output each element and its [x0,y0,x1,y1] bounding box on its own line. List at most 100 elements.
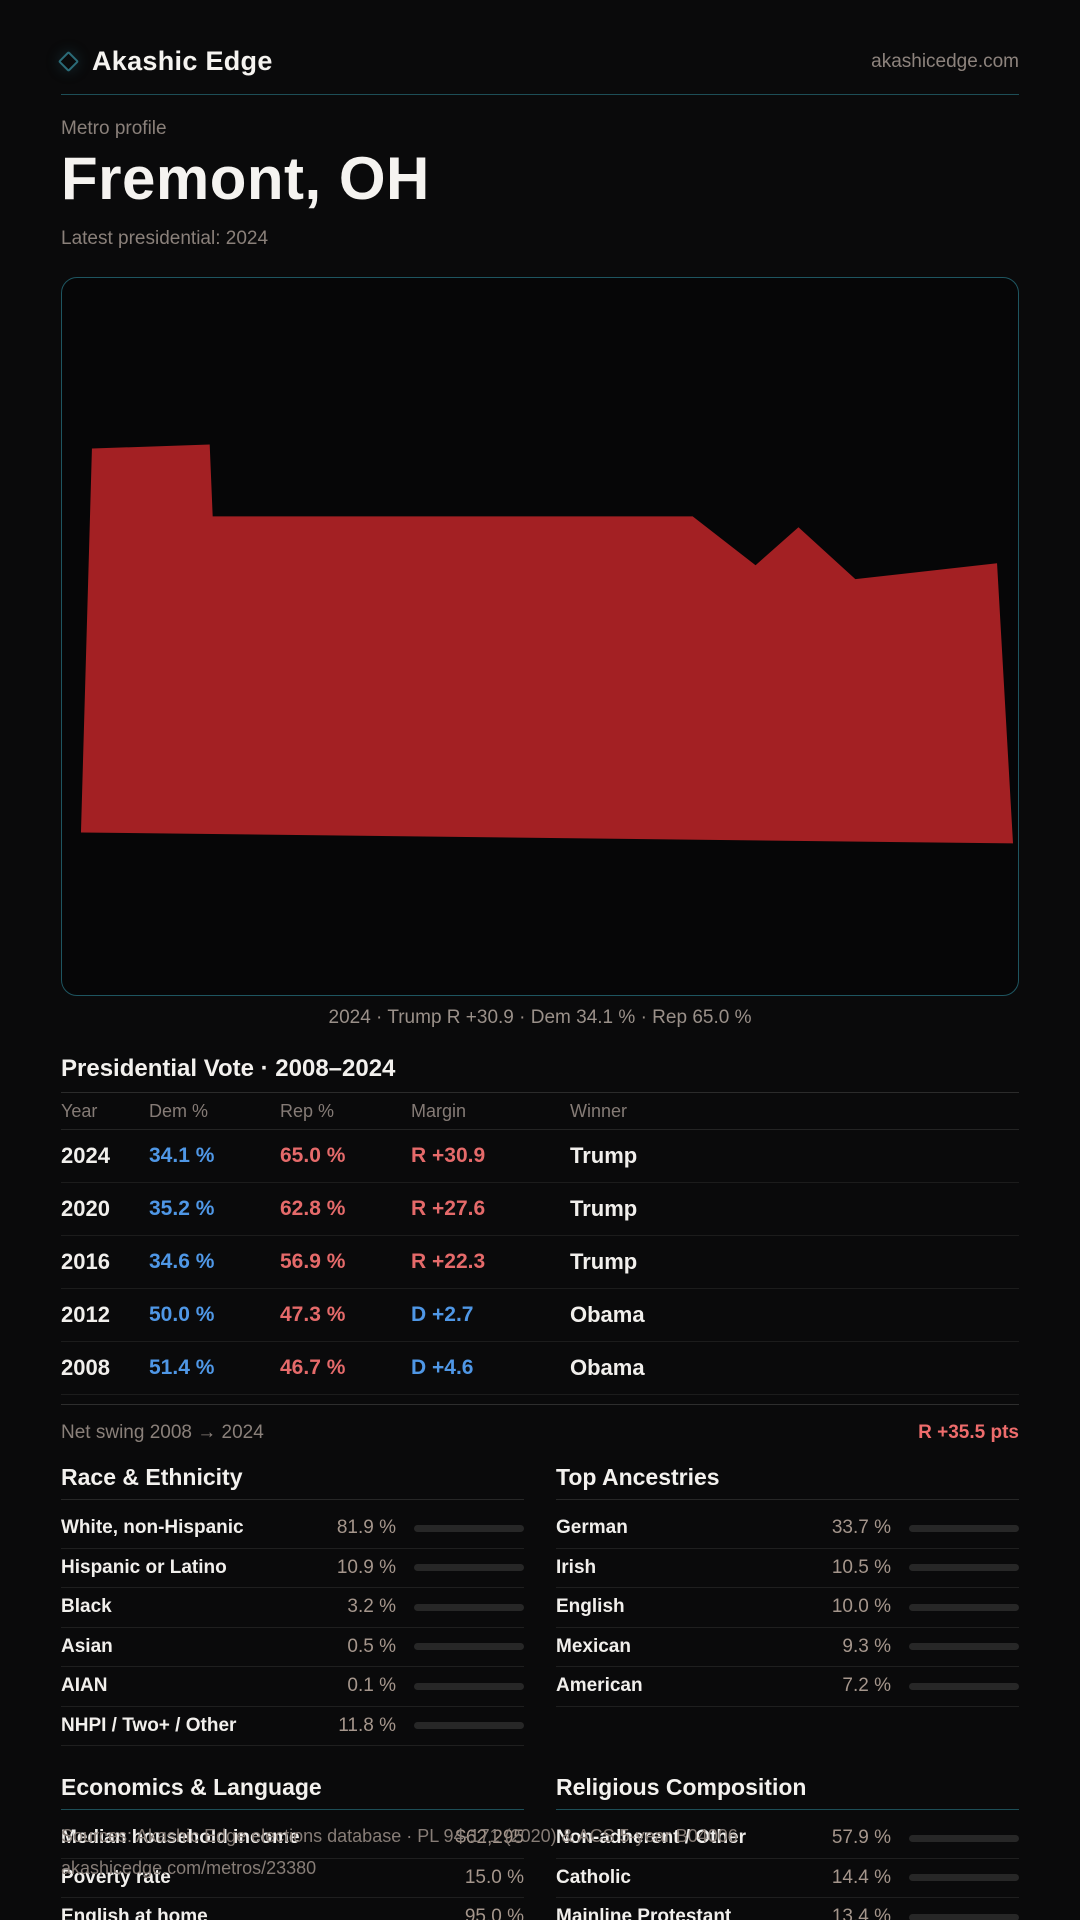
cell-margin: R +27.6 [411,1197,486,1220]
cell-margin: D +2.7 [411,1303,474,1326]
stat-label: Non-adherent / Other [556,1827,747,1849]
stat-bar-track [414,1564,524,1572]
stat-bar-track [909,1524,1019,1532]
stat-label: NHPI / Two+ / Other [61,1714,237,1736]
vote-table-row: 2012 50.0 % 47.3 % D +2.7 Obama [61,1289,1019,1342]
stat-row: American 7.2 % [556,1667,1019,1707]
vote-table-body: 2024 34.1 % 65.0 % R +30.9 Trump 2020 35… [61,1130,1019,1395]
cell-margin: R +22.3 [411,1250,486,1273]
cell-dem-pct: 35.2 % [149,1197,215,1220]
stat-value: 15.0 % [464,1866,524,1888]
vote-table-row: 2016 34.6 % 56.9 % R +22.3 Trump [61,1236,1019,1289]
stat-label: Irish [556,1556,597,1578]
stat-value: 10.5 % [831,1556,891,1578]
stat-label: Median household income [61,1827,300,1849]
cell-winner: Trump [570,1143,638,1168]
stat-bar-track [909,1834,1019,1842]
stat-label: Mainline Protestant [556,1906,732,1920]
stat-row: NHPI / Two+ / Other 11.8 % [61,1707,524,1746]
section-title: Economics & Language [61,1774,524,1810]
stat-label: White, non-Hispanic [61,1517,244,1539]
stat-value: 0.1 % [347,1675,396,1697]
net-swing-label: Net swing 2008 → 2024 [61,1422,264,1443]
cell-dem-pct: 51.4 % [149,1356,215,1379]
section-title: Top Ancestries [556,1464,1019,1500]
stat-row: Irish 10.5 % [556,1549,1019,1588]
net-swing-value: R +35.5 pts [918,1422,1019,1443]
diamond-logo-icon [57,50,80,73]
vote-table-title: Presidential Vote · 2008–2024 [61,1055,1019,1093]
page-title: Fremont, OH [61,145,430,212]
col-header-margin: Margin [411,1100,467,1121]
stat-bar-track [414,1524,524,1532]
stat-row: English at home 95.0 % [61,1898,524,1920]
cell-winner: Trump [570,1249,638,1274]
stat-value: 81.9 % [336,1517,396,1539]
section-race: Race & Ethnicity White, non-Hispanic 81.… [61,1464,524,1746]
header: Akashic Edge akashicedge.com [57,0,1019,95]
section-body: Median household income $62,295 Poverty … [61,1819,524,1920]
stat-value: 3.2 % [347,1596,396,1618]
stat-label: English [556,1596,625,1618]
stat-label: English at home [61,1906,208,1920]
stat-value: 57.9 % [831,1827,891,1849]
metro-map-svg [80,444,1014,844]
stat-value: 33.7 % [831,1517,891,1539]
cell-year: 2020 [61,1196,110,1221]
vote-table-row: 2008 51.4 % 46.7 % D +4.6 Obama [61,1342,1019,1395]
metro-map-figure [61,277,1019,996]
col-header-year: Year [61,1100,98,1121]
cell-rep-pct: 65.0 % [280,1144,346,1167]
stat-bar-track [909,1564,1019,1572]
stat-row: German 33.7 % [556,1509,1019,1549]
cell-year: 2024 [61,1143,110,1168]
cell-rep-pct: 46.7 % [280,1356,346,1379]
stat-label: German [556,1517,628,1539]
stat-row: Asian 0.5 % [61,1628,524,1667]
section-title: Religious Composition [556,1774,1019,1810]
metro-shape [80,444,1014,844]
cell-winner: Trump [570,1196,638,1221]
col-header-rep: Rep % [280,1100,335,1121]
stat-label: Black [61,1596,112,1618]
brand-name: Akashic Edge [92,46,273,76]
stat-value: 10.0 % [831,1596,891,1618]
stat-bar-track [414,1722,524,1730]
stat-bar-track [909,1643,1019,1651]
section-body: White, non-Hispanic 81.9 % Hispanic or L… [61,1509,524,1746]
stat-bar-track [909,1603,1019,1611]
cell-rep-pct: 47.3 % [280,1303,346,1326]
site-domain-link[interactable]: akashicedge.com [871,50,1019,72]
cell-margin: R +30.9 [411,1144,486,1167]
stat-row: Mexican 9.3 % [556,1628,1019,1667]
cell-rep-pct: 62.8 % [280,1197,346,1220]
net-swing-row: Net swing 2008 → 2024 R +35.5 pts [61,1404,1019,1444]
stat-value: 7.2 % [842,1675,891,1697]
cell-year: 2016 [61,1249,110,1274]
stat-label: Asian [61,1635,113,1657]
stat-label: Mexican [556,1635,631,1657]
cell-rep-pct: 56.9 % [280,1250,346,1273]
vote-table-row: 2020 35.2 % 62.8 % R +27.6 Trump [61,1183,1019,1236]
stat-row: Median household income $62,295 [61,1819,524,1859]
stat-bar-track [414,1603,524,1611]
stat-bar-track [909,1682,1019,1690]
stat-value: 95.0 % [464,1906,524,1920]
stat-value: $62,295 [455,1827,524,1849]
col-header-dem: Dem % [149,1100,209,1121]
page-kicker: Metro profile [61,118,167,139]
stat-value: 14.4 % [831,1866,891,1888]
stat-label: AIAN [61,1675,108,1697]
stat-row: Poverty rate 15.0 % [61,1859,524,1898]
map-caption: 2024 · Trump R +30.9 · Dem 34.1 % · Rep … [328,1007,752,1028]
section-economics: Economics & Language Median household in… [61,1774,524,1920]
cell-dem-pct: 34.1 % [149,1144,215,1167]
stat-value: 10.9 % [336,1556,396,1578]
section-body: Non-adherent / Other 57.9 % Catholic 14.… [556,1819,1019,1920]
stat-row: Hispanic or Latino 10.9 % [61,1549,524,1588]
stat-row: White, non-Hispanic 81.9 % [61,1509,524,1549]
stat-value: 9.3 % [842,1635,891,1657]
stat-row: Non-adherent / Other 57.9 % [556,1819,1019,1859]
stat-label: American [556,1675,643,1697]
